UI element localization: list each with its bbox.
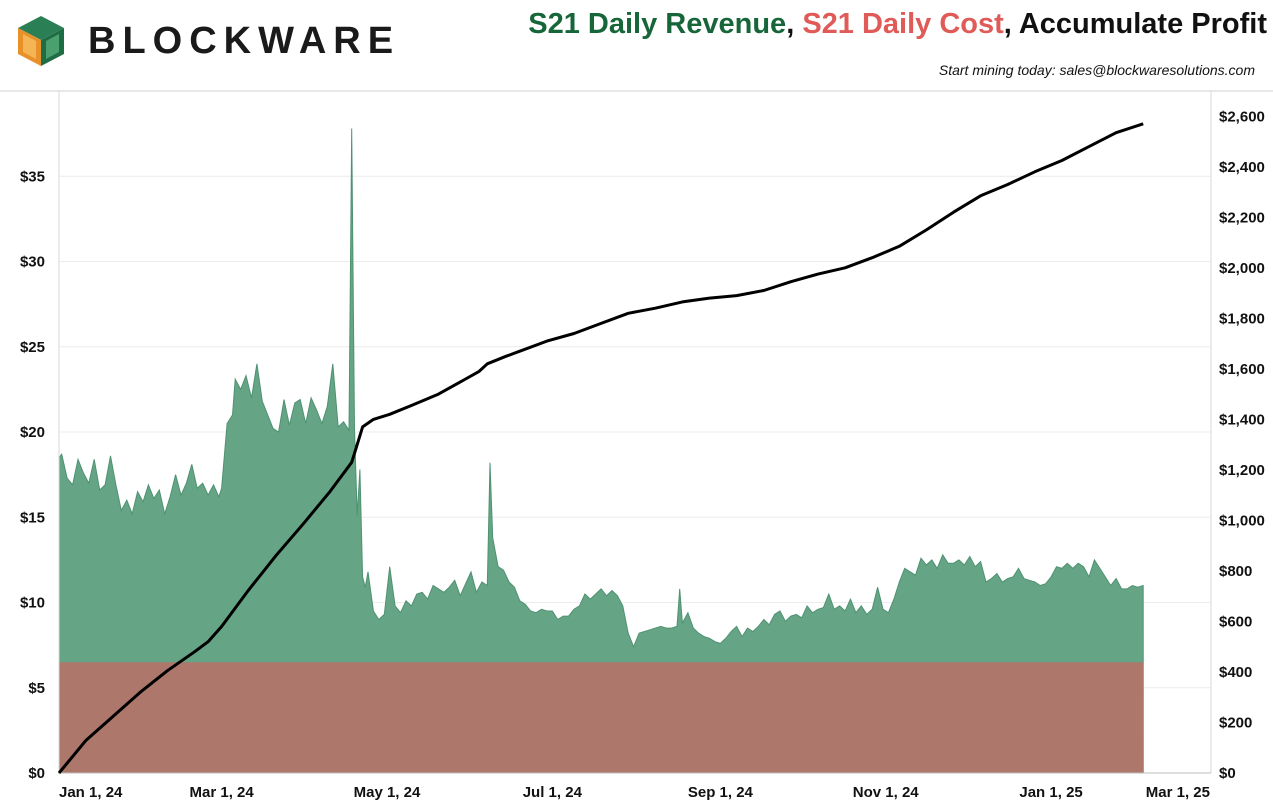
x-axis-ticks: Jan 1, 24 Mar 1, 24 May 1, 24 Jul 1, 24 Sep …: [59, 784, 1210, 801]
x-tick-label: Nov 1, 24: [853, 784, 920, 801]
right-tick-label: $1,600: [1219, 361, 1265, 378]
right-tick-label: $1,800: [1219, 310, 1265, 327]
right-tick-label: $1,400: [1219, 411, 1265, 428]
profit-line: [57, 122, 1144, 774]
title-separator-1: ,: [786, 8, 803, 40]
right-axis-ticks: $0 $200 $400 $600 $800 $1,000 $1,200 $1,400 $1,6…: [1219, 108, 1265, 782]
x-tick-label: Jan 1, 24: [59, 784, 123, 801]
brand-name: BLOCKWARE: [88, 19, 401, 62]
x-tick-label: May 1, 24: [354, 784, 421, 801]
right-tick-label: $2,000: [1219, 260, 1265, 277]
x-tick-label: Sep 1, 24: [688, 784, 754, 801]
left-tick-label: $10: [20, 595, 45, 612]
title-cost: S21 Daily Cost: [802, 8, 1004, 40]
x-tick-label: Jul 1, 24: [523, 784, 583, 801]
chart-title: S21 Daily Revenue, S21 Daily Cost, Accum…: [528, 8, 1267, 41]
revenue-area: [58, 128, 1144, 774]
left-tick-label: $25: [20, 339, 45, 356]
left-tick-label: $20: [20, 424, 45, 441]
right-tick-label: $0: [1219, 765, 1236, 782]
chart-subtitle: Start mining today: sales@blockwaresolut…: [938, 62, 1255, 78]
title-profit: , Accumulate Profit: [1003, 8, 1267, 40]
left-tick-label: $30: [20, 254, 45, 271]
right-tick-label: $1,000: [1219, 512, 1265, 529]
brand-logo: BLOCKWARE: [14, 14, 400, 68]
blockware-cube-icon: [18, 16, 64, 66]
x-tick-label: Jan 1, 25: [1019, 784, 1082, 801]
left-tick-label: $15: [20, 509, 45, 526]
left-tick-label: $35: [20, 168, 45, 185]
right-tick-label: $400: [1219, 664, 1252, 681]
right-tick-label: $2,400: [1219, 159, 1265, 176]
right-tick-label: $2,200: [1219, 209, 1265, 226]
x-tick-label: Mar 1, 24: [190, 784, 255, 801]
left-tick-label: $0: [28, 765, 45, 782]
right-tick-label: $600: [1219, 613, 1252, 630]
cost-area: [59, 662, 1144, 773]
title-revenue: S21 Daily Revenue: [528, 8, 787, 40]
left-axis-ticks: $0 $5 $10 $15 $20 $25 $30 $35: [20, 168, 45, 782]
right-tick-label: $1,200: [1219, 462, 1265, 479]
right-tick-label: $800: [1219, 563, 1252, 580]
right-tick-label: $200: [1219, 714, 1252, 731]
right-tick-label: $2,600: [1219, 108, 1265, 125]
x-tick-label: Mar 1, 25: [1146, 784, 1210, 801]
left-tick-label: $5: [28, 680, 45, 697]
